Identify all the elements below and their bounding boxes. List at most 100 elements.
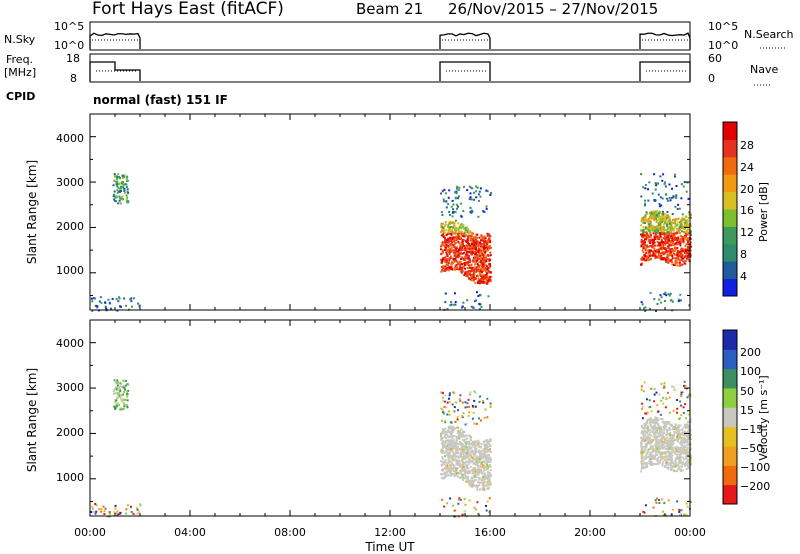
velocity-pixel-747 (449, 449, 452, 452)
power-pixel-932 (459, 237, 462, 240)
velocity-pixel-986 (469, 470, 472, 473)
velocity-pixel-1633 (644, 439, 647, 442)
power-pixel-1796 (686, 246, 689, 248)
velocity-pixel-1467 (644, 431, 647, 434)
power-pixel-211 (473, 276, 475, 279)
velocity-pixel-1723 (677, 425, 680, 428)
power-pixel-1811 (672, 263, 675, 266)
velocity-pixel-1993 (663, 384, 666, 387)
velocity-pixel-941 (461, 475, 464, 478)
power-pixel-1571 (687, 223, 690, 226)
power-pixel-651 (464, 270, 467, 273)
power-pixel-47 (119, 197, 122, 200)
power-pixel-1949 (451, 215, 454, 218)
power-pixel-1279 (659, 234, 662, 237)
velocity-pixel-1585 (671, 428, 674, 431)
power-pixel-2009 (674, 175, 676, 178)
power-pixel-2008 (655, 184, 658, 187)
velocity-pixel-906 (475, 448, 478, 450)
velocity-pixel-2126 (644, 504, 647, 507)
velocity-pixel-778 (454, 454, 457, 457)
velocity-pixel-590 (441, 457, 444, 460)
power-pixel-1366 (642, 240, 645, 243)
velocity-pixel-915 (477, 461, 480, 464)
power-pixel-2017 (678, 207, 681, 210)
power-pixel-1682 (649, 230, 652, 233)
power-pixel-387 (480, 234, 483, 237)
power-pixel-1624 (650, 233, 652, 236)
velocity-pixel-1184 (665, 455, 668, 458)
power-pixel-1407 (665, 222, 668, 225)
velocity-pixel-965 (460, 432, 463, 435)
power-pixel-1809 (653, 226, 655, 229)
power-pixel-765 (473, 237, 476, 240)
power-pixel-479 (482, 249, 485, 252)
power-pixel-904 (474, 260, 477, 263)
power-pixel-1251 (667, 238, 670, 241)
velocity-colorbar-swatch-8 (723, 330, 737, 350)
velocity-pixel-523 (455, 439, 458, 442)
power-pixel-1728 (684, 215, 687, 218)
power-pixel-1848 (640, 241, 643, 244)
power-pixel-1854 (649, 239, 652, 242)
velocity-pixel-1849 (647, 440, 650, 443)
power-pixel-12 (116, 185, 119, 188)
power-pixel-766 (486, 266, 489, 269)
velocity-pixel-1186 (680, 446, 683, 449)
power-pixel-252 (455, 250, 458, 253)
power-pixel-670 (452, 226, 455, 229)
power-pixel-838 (486, 232, 489, 235)
velocity-pixel-1931 (444, 400, 446, 403)
velocity-pixel-1051 (659, 458, 662, 461)
power-pixel-946 (451, 244, 454, 247)
velocity-pixel-421 (468, 472, 471, 474)
velocity-pixel-444 (476, 486, 479, 489)
velocity-pixel-913 (489, 474, 492, 477)
power-pixel-771 (449, 226, 452, 229)
power-pixel-781 (489, 275, 492, 278)
power-pixel-1885 (687, 255, 689, 258)
velocity-pixel-1174 (668, 437, 671, 440)
power-pixel-875 (481, 279, 484, 282)
power-pixel-1172 (673, 226, 676, 229)
velocity-pixel-196 (441, 456, 444, 459)
power-pixel-1962 (454, 197, 457, 200)
power-pixel-305 (482, 266, 484, 268)
velocity-pixel-1497 (670, 441, 673, 444)
velocity-pixel-809 (443, 463, 446, 466)
velocity-pixel-622 (456, 449, 459, 452)
velocity-pixel-59 (120, 397, 123, 400)
power-pixel-1852 (654, 249, 657, 252)
velocity-pixel-1886 (682, 451, 685, 453)
power-pixel-1969 (470, 186, 473, 189)
power-pixel-2091 (476, 291, 478, 294)
power-pixel-2049 (91, 300, 94, 303)
velocity-pixel-775 (463, 455, 466, 458)
velocity-pixel-1556 (677, 426, 680, 429)
power-pixel-786 (485, 270, 488, 273)
velocity-pixel-51 (115, 399, 118, 402)
power-pixel-970 (445, 253, 448, 256)
power-pixel-201 (453, 243, 456, 246)
power-pixel-1749 (684, 223, 687, 226)
velocity-pixel-624 (478, 460, 481, 462)
velocity-pixel-564 (457, 464, 460, 466)
power-pixel-1716 (649, 227, 652, 230)
power-pixel-2114 (668, 294, 671, 297)
velocity-pixel-963 (443, 452, 446, 455)
power-pixel-863 (451, 237, 454, 240)
velocity-pixel-2058 (136, 507, 139, 510)
velocity-pixel-712 (451, 449, 454, 452)
beam-label: Beam 21 (356, 0, 423, 18)
power-pixel-912 (466, 238, 469, 241)
power-pixel-1990 (664, 181, 667, 184)
power-pixel-849 (478, 247, 480, 250)
velocity-pixel-737 (472, 456, 475, 459)
velocity-pixel-1732 (675, 453, 678, 456)
velocity-pixel-929 (486, 461, 489, 464)
power-pixel-1984 (658, 202, 661, 205)
velocity-pixel-1841 (647, 427, 650, 430)
power-pixel-2001 (653, 199, 656, 202)
velocity-pixel-801 (440, 460, 443, 463)
velocity-pixel-620 (467, 481, 470, 484)
